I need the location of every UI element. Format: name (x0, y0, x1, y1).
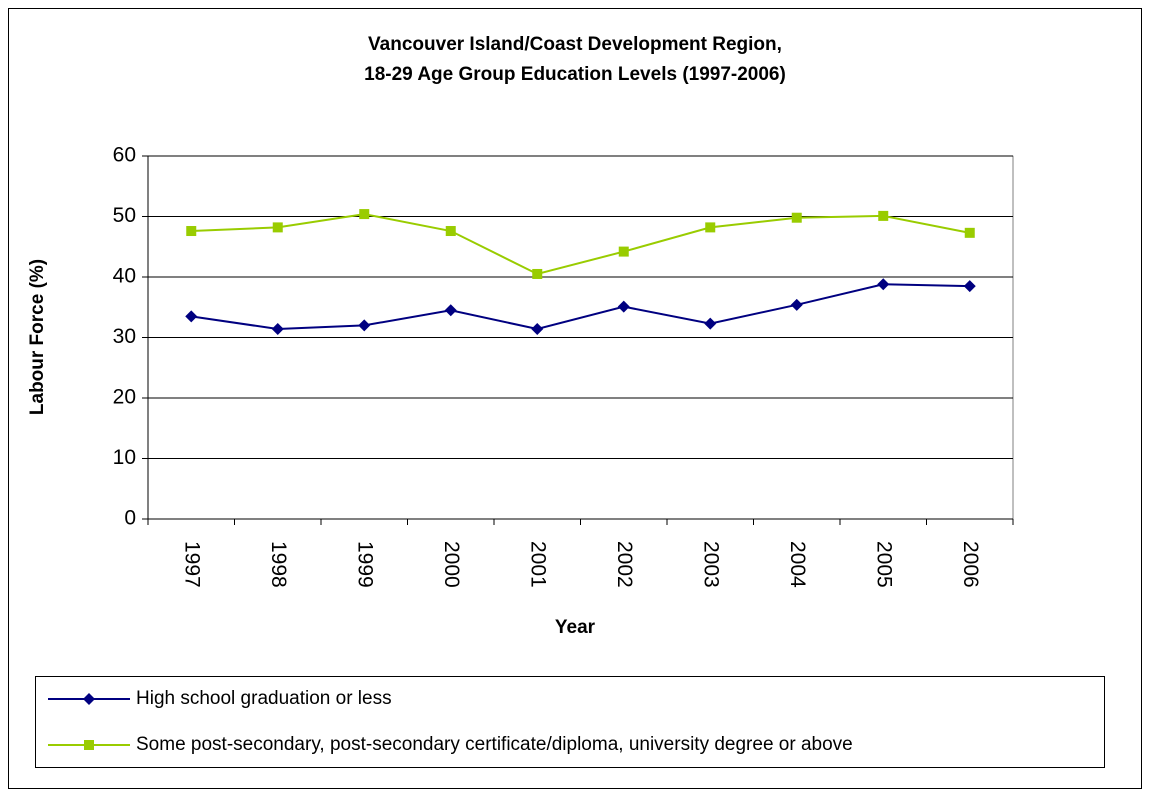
marker (359, 209, 370, 220)
x-tick-label: 2000 (440, 541, 463, 588)
x-tick-label: 2001 (527, 541, 550, 588)
marker (964, 227, 975, 238)
x-tick-label: 2003 (700, 541, 723, 588)
x-tick-label: 1998 (267, 541, 290, 588)
x-tick-label: 2006 (959, 541, 982, 588)
y-tick-label: 30 (113, 325, 136, 348)
marker (963, 280, 976, 293)
marker (878, 210, 889, 221)
x-tick-label: 2002 (613, 541, 636, 588)
marker (791, 212, 802, 223)
y-tick-label: 60 (113, 144, 136, 167)
chart-title: Vancouver Island/Coast Development Regio… (368, 34, 782, 55)
marker (532, 268, 543, 279)
x-axis-title: Year (555, 617, 596, 638)
y-tick-label: 40 (113, 265, 136, 288)
y-axis-title: Labour Force (%) (27, 259, 48, 415)
series-line (191, 283, 970, 331)
marker (877, 278, 890, 291)
marker (531, 323, 544, 336)
marker (617, 300, 630, 313)
marker (444, 304, 457, 317)
marker (185, 310, 198, 323)
marker (790, 298, 803, 311)
y-tick-label: 0 (124, 507, 136, 530)
x-tick-label: 2005 (873, 541, 896, 588)
x-tick-label: 2004 (786, 541, 809, 588)
marker (445, 226, 456, 237)
y-tick-label: 50 (113, 204, 136, 227)
chart-title: 18-29 Age Group Education Levels (1997-2… (364, 64, 786, 85)
x-tick-label: 1999 (354, 541, 377, 588)
marker (705, 222, 716, 233)
legend-marker (84, 740, 94, 750)
marker (271, 323, 284, 336)
y-tick-label: 20 (113, 386, 136, 409)
marker (186, 226, 197, 237)
y-tick-label: 10 (113, 446, 136, 469)
marker (272, 222, 283, 233)
legend-label: Some post-secondary, post-secondary cert… (136, 734, 853, 755)
legend-label: High school graduation or less (136, 688, 392, 709)
legend-marker (83, 693, 95, 705)
marker (618, 246, 629, 257)
marker (704, 317, 717, 330)
legend-box (35, 676, 1105, 768)
series-line (191, 213, 970, 276)
marker (358, 319, 371, 332)
x-tick-label: 1997 (181, 541, 204, 588)
